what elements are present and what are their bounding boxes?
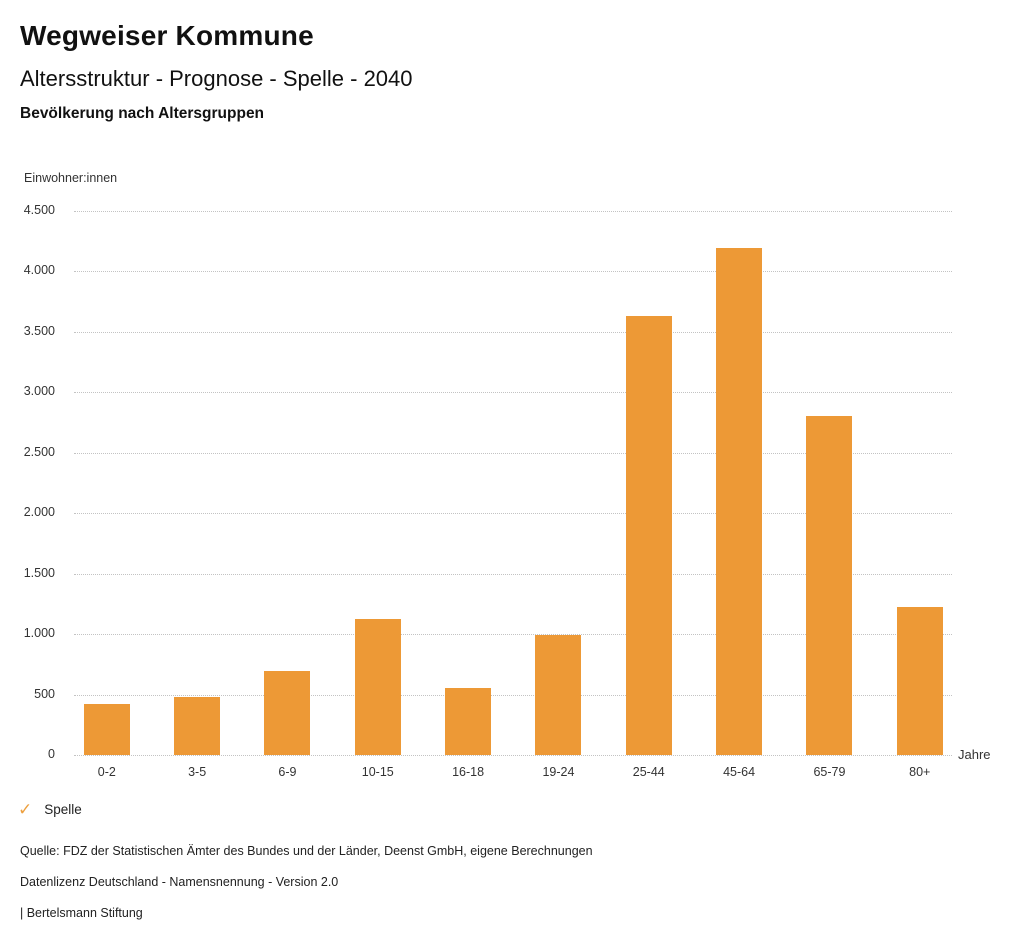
y-tick-label: 4.500 xyxy=(23,202,55,217)
x-tick-label: 19-24 xyxy=(542,765,575,779)
gridline xyxy=(74,271,952,272)
bar-19-24[interactable] xyxy=(535,635,582,755)
gridline xyxy=(74,392,952,393)
y-tick-label: 500 xyxy=(34,686,55,701)
gridline xyxy=(74,573,952,575)
gridline xyxy=(74,694,952,696)
chart-title: Altersstruktur - Prognose - Spelle - 204… xyxy=(20,66,413,91)
bar-25-44[interactable] xyxy=(625,315,672,755)
bar-65-79[interactable] xyxy=(806,416,853,755)
bar-10-15[interactable] xyxy=(354,619,401,755)
bar-45-64[interactable] xyxy=(716,248,763,755)
bar-16-18[interactable] xyxy=(445,687,492,755)
x-tick-label: 45-64 xyxy=(723,765,756,779)
chart-subtitle: Bevölkerung nach Altersgruppen xyxy=(20,105,265,122)
source-note: Quelle: FDZ der Statistischen Ämter des … xyxy=(20,844,593,858)
gridline xyxy=(74,634,952,635)
app-title: Wegweiser Kommune xyxy=(20,20,314,51)
x-tick-label: 10-15 xyxy=(361,765,394,779)
bar-0-2[interactable] xyxy=(83,703,130,755)
gridline xyxy=(74,755,952,756)
legend-item-spelle[interactable]: ✓ Spelle xyxy=(18,801,82,818)
gridline xyxy=(74,210,952,212)
y-tick-label: 1.500 xyxy=(23,565,55,580)
x-tick-label: 80+ xyxy=(909,765,931,779)
x-tick-label: 6-9 xyxy=(278,765,297,779)
y-axis-label: Einwohner:innen xyxy=(24,171,118,185)
x-tick-label: 3-5 xyxy=(188,765,207,779)
x-tick-label: 0-2 xyxy=(97,765,116,779)
y-tick-label: 2.000 xyxy=(23,505,55,519)
gridline xyxy=(74,452,952,454)
license-note: Datenlizenz Deutschland - Namensnennung … xyxy=(20,875,339,889)
legend-item-label: Spelle xyxy=(44,802,82,817)
y-tick-label: 4.000 xyxy=(23,263,55,277)
bar-6-9[interactable] xyxy=(264,670,311,755)
gridline xyxy=(74,513,952,514)
gridline xyxy=(74,331,952,333)
bar-3-5[interactable] xyxy=(174,696,221,755)
x-tick-label: 65-79 xyxy=(813,765,846,779)
x-axis-label: Jahre xyxy=(958,747,991,762)
y-tick-label: 2.500 xyxy=(23,444,55,459)
y-tick-label: 1.000 xyxy=(23,626,55,640)
x-tick-label: 16-18 xyxy=(452,765,485,779)
y-tick-label: 3.000 xyxy=(23,384,55,398)
x-tick-label: 25-44 xyxy=(632,765,665,779)
attribution-note: | Bertelsmann Stiftung xyxy=(20,906,143,920)
y-tick-label: 0 xyxy=(48,747,55,761)
bar-80+[interactable] xyxy=(896,607,943,755)
check-icon: ✓ xyxy=(18,800,33,819)
y-tick-label: 3.500 xyxy=(23,323,55,338)
